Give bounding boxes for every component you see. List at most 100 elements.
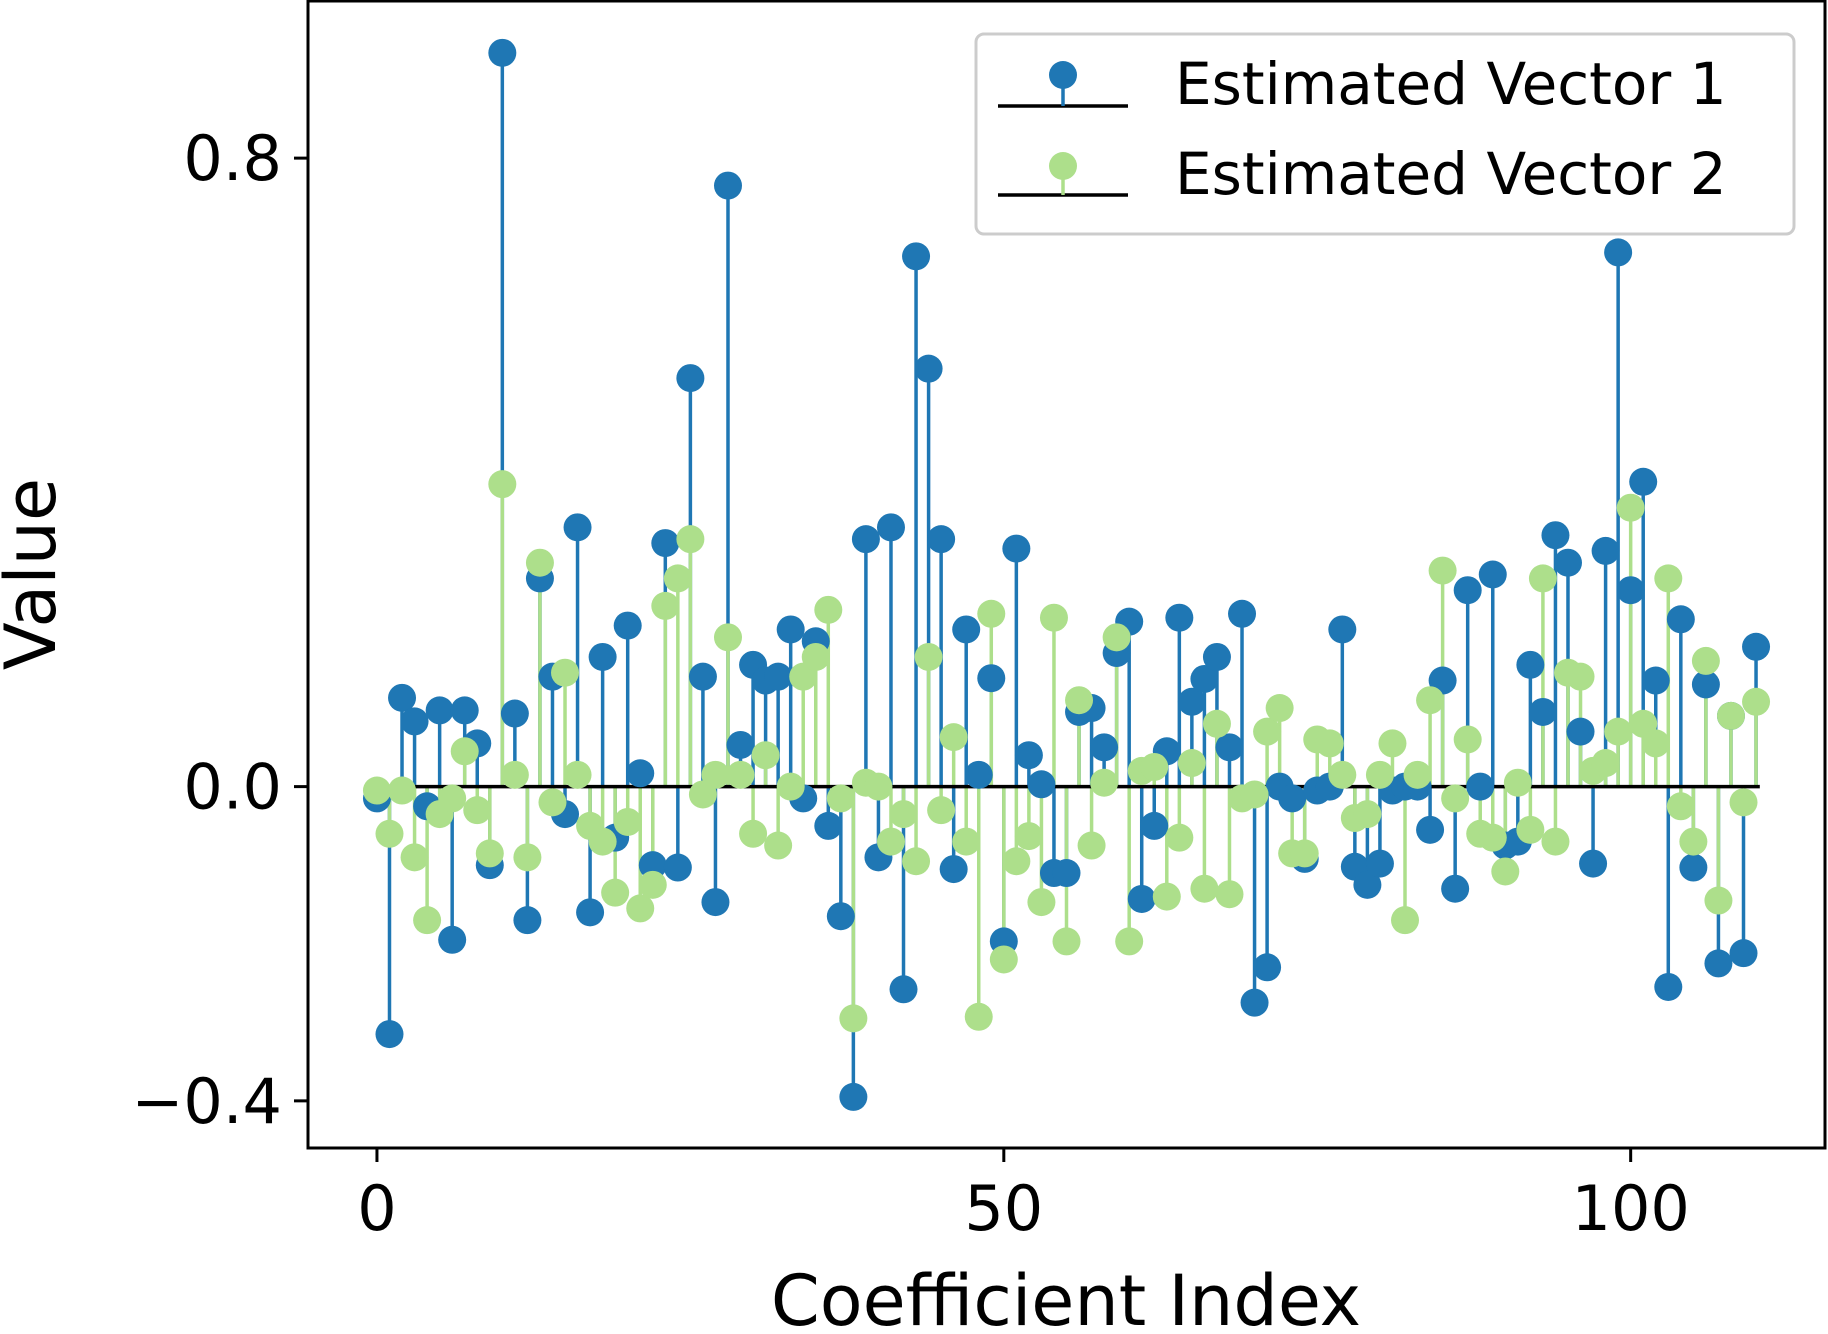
marker-series-2-index-20: [613, 807, 642, 836]
marker-series-2-index-79: [1353, 800, 1382, 829]
marker-series-2-index-19: [601, 878, 630, 907]
marker-series-2-index-25: [676, 525, 705, 554]
marker-series-2-index-41: [876, 827, 905, 856]
marker-series-2-index-107: [1704, 886, 1733, 915]
marker-series-2-index-33: [776, 772, 805, 801]
marker-series-2-index-102: [1641, 729, 1670, 758]
x-tick-label-0: 0: [357, 1172, 396, 1245]
marker-series-1-index-33: [776, 615, 805, 644]
marker-series-1-index-23: [651, 529, 680, 558]
marker-series-2-index-14: [538, 788, 567, 817]
marker-series-2-index-110: [1742, 687, 1771, 716]
marker-series-2-index-22: [638, 870, 667, 899]
marker-series-2-index-10: [488, 470, 517, 499]
marker-series-2-index-104: [1666, 792, 1695, 821]
marker-series-1-index-68: [1215, 733, 1244, 762]
legend-label-vector-2: Estimated Vector 2: [1175, 140, 1727, 208]
marker-series-2-index-67: [1202, 709, 1231, 738]
marker-series-2-index-81: [1378, 729, 1407, 758]
marker-series-1-index-105: [1679, 853, 1708, 882]
marker-series-1-index-99: [1604, 238, 1633, 267]
marker-series-1-index-20: [613, 611, 642, 640]
marker-series-1-index-62: [1140, 811, 1169, 840]
markers-series-1: [362, 38, 1771, 1111]
marker-series-1-index-100: [1616, 576, 1645, 605]
marker-series-2-index-44: [914, 642, 943, 671]
marker-series-1-index-49: [977, 664, 1006, 693]
marker-series-2-index-86: [1441, 784, 1470, 813]
marker-series-2-index-16: [563, 760, 592, 789]
marker-series-1-index-36: [814, 811, 843, 840]
marker-series-1-index-29: [726, 730, 755, 759]
marker-series-2-index-23: [651, 591, 680, 620]
marker-series-1-index-48: [964, 760, 993, 789]
y-tick-label-2: 0.8: [183, 122, 282, 195]
marker-series-1-index-7: [450, 696, 479, 725]
x-tick-label-50: 50: [964, 1172, 1043, 1245]
marker-series-2-index-3: [400, 843, 429, 872]
marker-series-2-index-0: [362, 776, 391, 805]
marker-series-1-index-64: [1165, 603, 1194, 632]
marker-series-2-index-11: [500, 760, 529, 789]
marker-series-2-index-74: [1290, 839, 1319, 868]
marker-series-2-index-29: [726, 760, 755, 789]
marker-series-1-index-101: [1629, 467, 1658, 496]
y-axis-ticks: −0.4 0.0 0.8: [131, 122, 308, 1138]
marker-series-2-index-43: [902, 847, 931, 876]
marker-series-2-index-65: [1177, 749, 1206, 778]
marker-series-2-index-52: [1014, 822, 1043, 851]
marker-series-2-index-58: [1090, 768, 1119, 797]
marker-series-1-index-94: [1541, 521, 1570, 550]
x-axis-ticks: 0 50 100: [357, 1148, 1690, 1245]
marker-series-2-index-27: [701, 760, 730, 789]
marker-series-1-index-110: [1742, 632, 1771, 661]
marker-series-2-index-77: [1328, 760, 1357, 789]
marker-series-2-index-103: [1654, 564, 1683, 593]
marker-series-1-index-104: [1666, 605, 1695, 634]
marker-series-1-index-52: [1014, 741, 1043, 770]
marker-series-2-index-70: [1240, 780, 1269, 809]
marker-series-2-index-93: [1528, 564, 1557, 593]
marker-series-2-index-108: [1716, 701, 1745, 730]
marker-series-1-index-98: [1591, 536, 1620, 565]
marker-series-2-index-57: [1077, 831, 1106, 860]
marker-series-1-index-27: [701, 888, 730, 917]
marker-series-2-index-47: [952, 827, 981, 856]
marker-series-1-index-24: [663, 853, 692, 882]
marker-series-1-index-96: [1566, 717, 1595, 746]
marker-series-1-index-21: [626, 759, 655, 788]
marker-series-2-index-24: [663, 564, 692, 593]
marker-series-2-index-48: [964, 1002, 993, 1031]
marker-series-2-index-63: [1152, 882, 1181, 911]
markers-series-2: [362, 470, 1771, 1033]
marker-series-2-index-38: [839, 1004, 868, 1033]
marker-series-2-index-54: [1039, 603, 1068, 632]
marker-series-2-index-46: [939, 723, 968, 752]
marker-series-2-index-83: [1403, 760, 1432, 789]
marker-series-2-index-13: [525, 548, 554, 577]
marker-series-2-index-9: [475, 839, 504, 868]
marker-series-2-index-56: [1065, 686, 1094, 715]
marker-series-1-index-32: [764, 662, 793, 691]
legend-entry-vector-2: Estimated Vector 2: [998, 140, 1727, 208]
marker-series-2-index-37: [826, 784, 855, 813]
marker-series-1-index-25: [676, 364, 705, 393]
marker-series-2-index-4: [413, 906, 442, 935]
marker-series-2-index-6: [438, 784, 467, 813]
marker-series-2-index-82: [1391, 906, 1420, 935]
legend: Estimated Vector 1 Estimated Vector 2: [974, 32, 1796, 236]
marker-series-2-index-92: [1516, 815, 1545, 844]
marker-series-1-index-79: [1353, 870, 1382, 899]
marker-series-1-index-44: [914, 354, 943, 383]
marker-series-2-index-68: [1215, 880, 1244, 909]
marker-series-2-index-36: [814, 595, 843, 624]
legend-label-vector-1: Estimated Vector 1: [1175, 50, 1727, 118]
marker-series-2-index-50: [989, 945, 1018, 974]
y-tick-label-1: 0.0: [183, 751, 282, 824]
marker-series-1-index-38: [839, 1082, 868, 1111]
marker-series-1-index-5: [425, 696, 454, 725]
marker-series-2-index-89: [1478, 823, 1507, 852]
legend-marker-vector-1: [1049, 61, 1077, 89]
marker-series-1-index-70: [1240, 988, 1269, 1017]
